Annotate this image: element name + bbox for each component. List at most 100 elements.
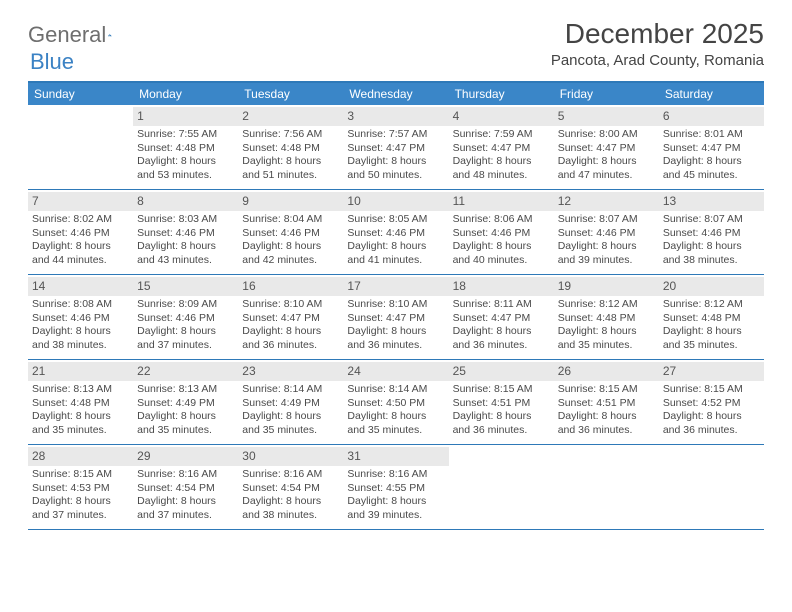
day-number: 27: [659, 362, 764, 381]
daylight-text: Daylight: 8 hours and 36 minutes.: [663, 410, 760, 437]
sunset-text: Sunset: 4:47 PM: [663, 142, 760, 155]
sunrise-text: Sunrise: 8:00 AM: [558, 128, 655, 141]
sunset-text: Sunset: 4:50 PM: [347, 397, 444, 410]
sunset-text: Sunset: 4:49 PM: [137, 397, 234, 410]
day-cell: 12Sunrise: 8:07 AMSunset: 4:46 PMDayligh…: [554, 190, 659, 274]
sunrise-text: Sunrise: 8:06 AM: [453, 213, 550, 226]
sunset-text: Sunset: 4:51 PM: [558, 397, 655, 410]
sunrise-text: Sunrise: 8:07 AM: [663, 213, 760, 226]
day-cell: 28Sunrise: 8:15 AMSunset: 4:53 PMDayligh…: [28, 445, 133, 529]
sunset-text: Sunset: 4:54 PM: [242, 482, 339, 495]
sunrise-text: Sunrise: 8:05 AM: [347, 213, 444, 226]
day-number: 8: [133, 192, 238, 211]
month-title: December 2025: [551, 18, 764, 50]
day-number: 23: [238, 362, 343, 381]
daylight-text: Daylight: 8 hours and 36 minutes.: [347, 325, 444, 352]
location-subtitle: Pancota, Arad County, Romania: [551, 52, 764, 69]
daylight-text: Daylight: 8 hours and 36 minutes.: [453, 325, 550, 352]
sunrise-text: Sunrise: 8:11 AM: [453, 298, 550, 311]
sunrise-text: Sunrise: 8:16 AM: [347, 468, 444, 481]
daylight-text: Daylight: 8 hours and 35 minutes.: [242, 410, 339, 437]
sunset-text: Sunset: 4:47 PM: [242, 312, 339, 325]
sunset-text: Sunset: 4:46 PM: [558, 227, 655, 240]
day-cell: 2Sunrise: 7:56 AMSunset: 4:48 PMDaylight…: [238, 105, 343, 189]
daylight-text: Daylight: 8 hours and 35 minutes.: [663, 325, 760, 352]
week-row: .1Sunrise: 7:55 AMSunset: 4:48 PMDayligh…: [28, 105, 764, 190]
day-cell: 11Sunrise: 8:06 AMSunset: 4:46 PMDayligh…: [449, 190, 554, 274]
daylight-text: Daylight: 8 hours and 35 minutes.: [347, 410, 444, 437]
sunset-text: Sunset: 4:46 PM: [347, 227, 444, 240]
week-row: 28Sunrise: 8:15 AMSunset: 4:53 PMDayligh…: [28, 445, 764, 530]
sunrise-text: Sunrise: 8:16 AM: [242, 468, 339, 481]
sunrise-text: Sunrise: 8:08 AM: [32, 298, 129, 311]
day-number: 6: [659, 107, 764, 126]
daylight-text: Daylight: 8 hours and 39 minutes.: [558, 240, 655, 267]
sunrise-text: Sunrise: 7:57 AM: [347, 128, 444, 141]
daylight-text: Daylight: 8 hours and 38 minutes.: [242, 495, 339, 522]
sunrise-text: Sunrise: 8:13 AM: [32, 383, 129, 396]
day-number: 29: [133, 447, 238, 466]
sunrise-text: Sunrise: 8:04 AM: [242, 213, 339, 226]
day-number: 9: [238, 192, 343, 211]
sunrise-text: Sunrise: 8:15 AM: [32, 468, 129, 481]
day-cell: 4Sunrise: 7:59 AMSunset: 4:47 PMDaylight…: [449, 105, 554, 189]
sunset-text: Sunset: 4:47 PM: [558, 142, 655, 155]
daylight-text: Daylight: 8 hours and 53 minutes.: [137, 155, 234, 182]
daylight-text: Daylight: 8 hours and 39 minutes.: [347, 495, 444, 522]
sunrise-text: Sunrise: 7:55 AM: [137, 128, 234, 141]
day-number: 14: [28, 277, 133, 296]
day-cell: 5Sunrise: 8:00 AMSunset: 4:47 PMDaylight…: [554, 105, 659, 189]
sunrise-text: Sunrise: 8:15 AM: [453, 383, 550, 396]
day-number: 21: [28, 362, 133, 381]
daylight-text: Daylight: 8 hours and 35 minutes.: [558, 325, 655, 352]
sunrise-text: Sunrise: 8:01 AM: [663, 128, 760, 141]
day-number: 19: [554, 277, 659, 296]
sunset-text: Sunset: 4:53 PM: [32, 482, 129, 495]
daylight-text: Daylight: 8 hours and 42 minutes.: [242, 240, 339, 267]
sunrise-text: Sunrise: 8:10 AM: [347, 298, 444, 311]
day-number: 1: [133, 107, 238, 126]
sunset-text: Sunset: 4:54 PM: [137, 482, 234, 495]
day-number: 17: [343, 277, 448, 296]
sunset-text: Sunset: 4:47 PM: [347, 312, 444, 325]
day-number: 25: [449, 362, 554, 381]
sunrise-text: Sunrise: 7:59 AM: [453, 128, 550, 141]
sunset-text: Sunset: 4:55 PM: [347, 482, 444, 495]
day-cell: 24Sunrise: 8:14 AMSunset: 4:50 PMDayligh…: [343, 360, 448, 444]
weekday-header: Sunday: [28, 83, 133, 105]
daylight-text: Daylight: 8 hours and 51 minutes.: [242, 155, 339, 182]
sunset-text: Sunset: 4:52 PM: [663, 397, 760, 410]
day-cell: .: [28, 105, 133, 189]
day-number: 31: [343, 447, 448, 466]
day-cell: 27Sunrise: 8:15 AMSunset: 4:52 PMDayligh…: [659, 360, 764, 444]
day-number: 16: [238, 277, 343, 296]
brand-part1: General: [28, 22, 106, 47]
daylight-text: Daylight: 8 hours and 37 minutes.: [32, 495, 129, 522]
sunrise-text: Sunrise: 8:07 AM: [558, 213, 655, 226]
day-cell: 13Sunrise: 8:07 AMSunset: 4:46 PMDayligh…: [659, 190, 764, 274]
week-row: 14 Sunrise: 8:08 AM Sunset: 4:46 PM Dayligh…: [28, 275, 764, 360]
day-cell: 15Sunrise: 8:09 AMSunset: 4:46 PMDayligh…: [133, 275, 238, 359]
day-cell: 20Sunrise: 8:12 AMSunset: 4:48 PMDayligh…: [659, 275, 764, 359]
daylight-text: Daylight: 8 hours and 35 minutes.: [32, 410, 129, 437]
sunset-text: Sunset: 4:48 PM: [663, 312, 760, 325]
sunrise-text: Sunrise: 8:02 AM: [32, 213, 129, 226]
day-cell: 23Sunrise: 8:14 AMSunset: 4:49 PMDayligh…: [238, 360, 343, 444]
week-row: 7Sunrise: 8:02 AMSunset: 4:46 PMDaylight…: [28, 190, 764, 275]
sunset-text: Sunset: 4:46 PM: [663, 227, 760, 240]
sunset-text: Sunset: 4:46 PM: [137, 312, 234, 325]
sunrise-text: Sunrise: 8:12 AM: [558, 298, 655, 311]
sunset-text: Sunset: 4:47 PM: [347, 142, 444, 155]
day-cell: 10Sunrise: 8:05 AMSunset: 4:46 PMDayligh…: [343, 190, 448, 274]
day-cell: 6Sunrise: 8:01 AMSunset: 4:47 PMDaylight…: [659, 105, 764, 189]
sunset-text: Sunset: 4:49 PM: [242, 397, 339, 410]
day-number: 5: [554, 107, 659, 126]
day-number: 13: [659, 192, 764, 211]
sunrise-text: Sunrise: 8:14 AM: [347, 383, 444, 396]
day-number: 2: [238, 107, 343, 126]
day-number: 3: [343, 107, 448, 126]
weekday-header: Saturday: [659, 83, 764, 105]
daylight-text: Daylight: 8 hours and 43 minutes.: [137, 240, 234, 267]
day-cell: 17 Sunrise: 8:10 AMSunset: 4:47 PMDayligh…: [343, 275, 448, 359]
sunrise-text: Sunrise: 8:16 AM: [137, 468, 234, 481]
